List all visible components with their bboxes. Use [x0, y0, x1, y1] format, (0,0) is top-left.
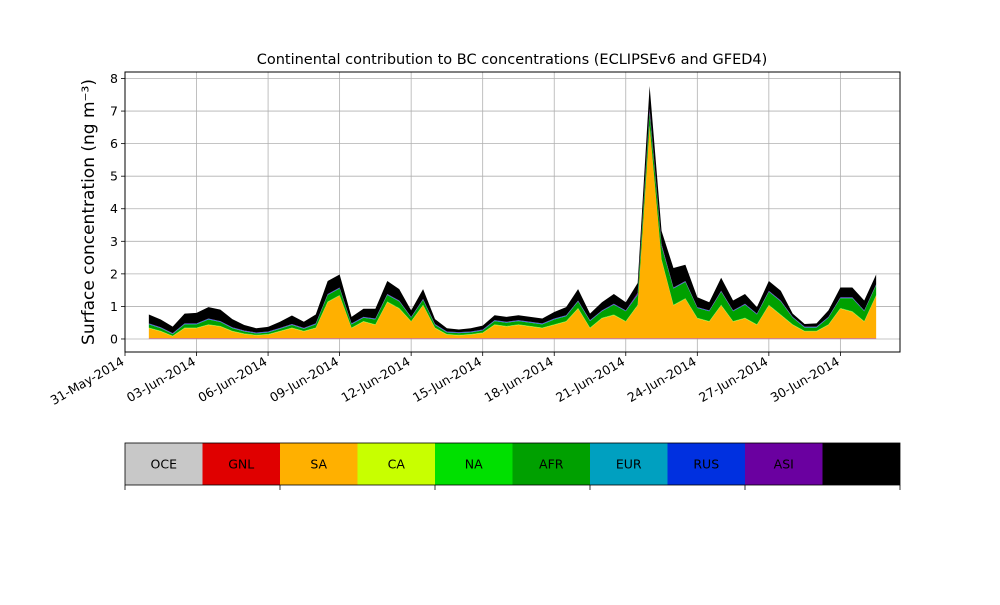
legend-label-ca: CA [388, 457, 406, 472]
y-tick-label: 2 [110, 266, 118, 281]
y-tick-label: 5 [110, 169, 118, 184]
legend-label-asi: ASI [774, 457, 794, 472]
legend-label-oce: OCE [151, 457, 178, 472]
y-tick-label: 6 [110, 136, 118, 151]
legend-label-gnl: GNL [228, 457, 254, 472]
y-tick-label: 4 [110, 201, 118, 216]
chart-title: Continental contribution to BC concentra… [257, 52, 768, 68]
legend-label-eur: EUR [616, 457, 642, 472]
y-tick-label: 1 [110, 299, 118, 314]
legend-label-na: NA [465, 457, 483, 472]
area-series-oce [149, 338, 876, 339]
y-tick-label: 0 [110, 331, 118, 346]
legend-label-sa: SA [310, 457, 327, 472]
legend-colorbar: OCE GNL SA CA NA AFR EUR RUS ASI AUS [125, 443, 900, 490]
legend-label-rus: RUS [693, 457, 719, 472]
legend-label-afr: AFR [539, 457, 564, 472]
y-tick-label: 8 [110, 71, 118, 86]
y-tick-label: 3 [110, 234, 118, 249]
y-axis-label: Surface concentration (ng m⁻³) [79, 79, 99, 345]
y-tick-label: 7 [110, 104, 118, 119]
legend-label-aus: AUS [848, 457, 874, 472]
